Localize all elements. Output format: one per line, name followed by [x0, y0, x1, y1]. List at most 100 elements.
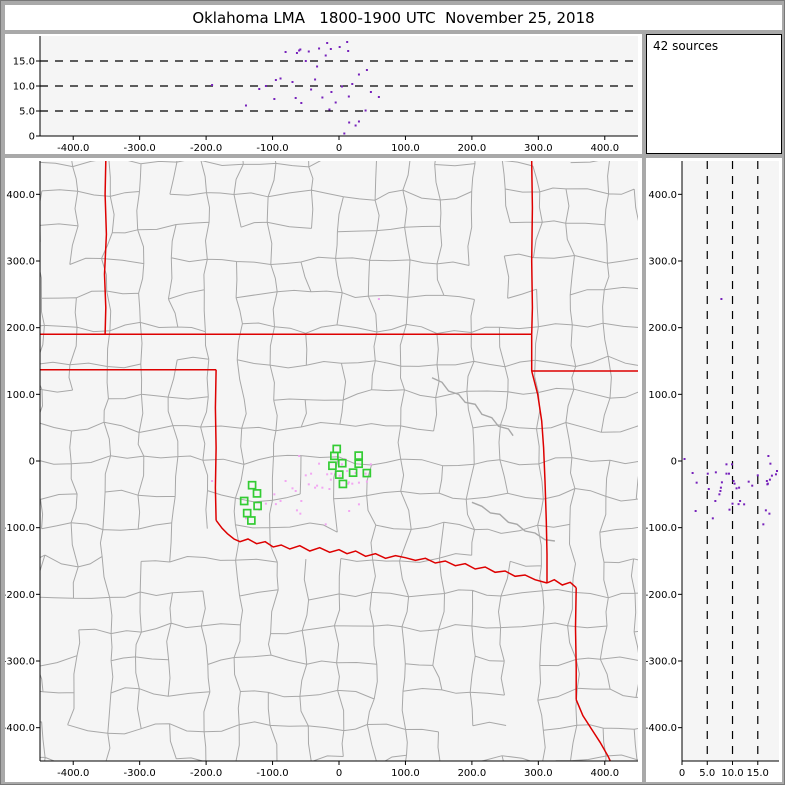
- svg-text:-400.0: -400.0: [646, 723, 677, 734]
- lightning-source-dot: [324, 54, 327, 57]
- lightning-source-dot: [295, 509, 298, 512]
- page-title: Oklahoma LMA 1800-1900 UTC November 25, …: [192, 8, 595, 27]
- lightning-source-dot: [321, 486, 324, 489]
- lightning-source-dot: [718, 493, 721, 496]
- lightning-source-dot: [348, 510, 351, 512]
- lightning-source-dot: [244, 104, 247, 107]
- lightning-source-dot: [298, 455, 301, 457]
- lightning-source-dot: [347, 95, 350, 98]
- lightning-source-dot: [756, 474, 759, 477]
- river-boundary: [471, 501, 555, 542]
- lightning-source-dot: [747, 480, 750, 483]
- lightning-source-dot: [762, 523, 765, 526]
- svg-text:200.0: 200.0: [648, 323, 677, 334]
- lightning-source-dot: [347, 482, 350, 485]
- lightning-source-dot: [300, 102, 303, 104]
- lightning-source-dot: [340, 85, 343, 88]
- svg-text:0: 0: [679, 768, 685, 779]
- lightning-source-dot: [284, 480, 287, 482]
- lightning-source-dot: [264, 85, 267, 87]
- lightning-source-dot: [304, 60, 307, 62]
- lightning-source-dot: [307, 50, 310, 53]
- lightning-source-dot: [347, 481, 350, 484]
- map-layers: [40, 161, 638, 761]
- lightning-source-dot: [328, 488, 331, 490]
- lightning-source-dot: [316, 65, 319, 68]
- lightning-source-dot: [719, 490, 722, 492]
- lightning-source-dot: [357, 481, 360, 484]
- lightning-source-dot: [326, 42, 329, 44]
- lma-station-marker: [354, 459, 364, 469]
- lma-station-marker: [247, 516, 256, 525]
- lightning-source-dot: [365, 69, 368, 71]
- lightning-source-dot: [274, 503, 277, 506]
- svg-text:-100.0: -100.0: [5, 523, 35, 534]
- plan-view-map-panel: -400.0 -300.0 -200.0 -100.0 0 100.0 200.0 300.0…: [5, 158, 642, 782]
- lightning-source-dot: [765, 480, 768, 482]
- svg-text:15.0: 15.0: [747, 768, 769, 779]
- lightning-source-dot: [294, 490, 297, 492]
- lightning-source-dot: [211, 480, 214, 482]
- lightning-source-dot: [377, 298, 380, 300]
- lightning-source-dot: [728, 508, 731, 511]
- lightning-source-dot: [725, 463, 728, 466]
- lma-station-marker: [338, 479, 348, 489]
- lightning-source-dot: [348, 121, 351, 124]
- source-count-label: 42 sources: [653, 39, 719, 53]
- lightning-source-dot: [329, 478, 332, 481]
- svg-text:10.0: 10.0: [13, 82, 35, 93]
- lightning-source-dot: [683, 458, 686, 460]
- lightning-source-dot: [354, 124, 357, 127]
- svg-text:-100.0: -100.0: [256, 143, 288, 154]
- lma-station-marker: [337, 458, 347, 468]
- lma-station-marker: [348, 468, 358, 478]
- lightning-source-dot: [354, 472, 357, 474]
- lightning-source-dot: [338, 474, 341, 477]
- lma-station-marker: [328, 461, 337, 471]
- lightning-source-dot: [211, 84, 214, 86]
- lightning-source-dot: [316, 484, 319, 487]
- state-border-tx-ar: [574, 587, 577, 700]
- lma-station-marker: [239, 496, 249, 506]
- lma-station-marker: [362, 468, 372, 478]
- lightning-source-dot: [307, 483, 310, 486]
- altitude-vs-eastwest-panel: -400.0 -300.0 -200.0 -100.0 0 100.0 200.0 300.0…: [5, 34, 642, 154]
- lma-station-marker: [247, 480, 257, 490]
- svg-text:-200.0: -200.0: [190, 143, 222, 154]
- lightning-source-dot: [767, 455, 770, 457]
- lma-station-marker: [329, 451, 339, 461]
- lightning-source-dot: [343, 132, 346, 135]
- lightning-source-dot: [300, 500, 303, 502]
- lightning-source-dot: [346, 470, 349, 472]
- lightning-source-dot: [364, 472, 367, 475]
- altitude-vs-northsouth-panel: 0 5.0 10.0 15.0 400.0 300.0 200.0 100.0 0 -100.0 -…: [646, 158, 782, 782]
- svg-text:0: 0: [336, 143, 342, 154]
- svg-text:-300.0: -300.0: [124, 143, 156, 154]
- lightning-source-dot: [274, 79, 277, 81]
- lightning-source-dot: [298, 49, 301, 52]
- lightning-source-dot: [770, 474, 773, 477]
- lightning-source-dot: [328, 108, 331, 111]
- lightning-source-dot: [291, 81, 294, 83]
- lightning-source-dot: [739, 500, 742, 502]
- lightning-source-dot: [299, 512, 302, 515]
- svg-text:200.0: 200.0: [458, 768, 487, 779]
- lightning-source-dot: [766, 482, 769, 485]
- state-border-co-ks: [103, 161, 108, 335]
- lightning-source-dot: [258, 88, 261, 90]
- lightning-source-dot: [310, 88, 313, 91]
- svg-text:-100.0: -100.0: [256, 768, 288, 779]
- lightning-source-dot: [731, 463, 734, 466]
- lightning-source-dot: [291, 487, 294, 490]
- alt-ew-plot: -400.0 -300.0 -200.0 -100.0 0 100.0 200.0 300.0…: [13, 36, 638, 154]
- lightning-source-dot: [264, 502, 267, 505]
- state-border-ks-mo: [530, 161, 534, 335]
- svg-text:400.0: 400.0: [590, 143, 619, 154]
- lightning-source-dot: [324, 523, 327, 526]
- svg-text:-300.0: -300.0: [646, 657, 677, 668]
- lightning-source-dot: [733, 482, 736, 485]
- lightning-source-dot: [314, 486, 317, 489]
- state-border-tx-la-sabine: [575, 699, 612, 761]
- svg-text:-400.0: -400.0: [5, 723, 35, 734]
- lightning-source-dot: [769, 462, 772, 465]
